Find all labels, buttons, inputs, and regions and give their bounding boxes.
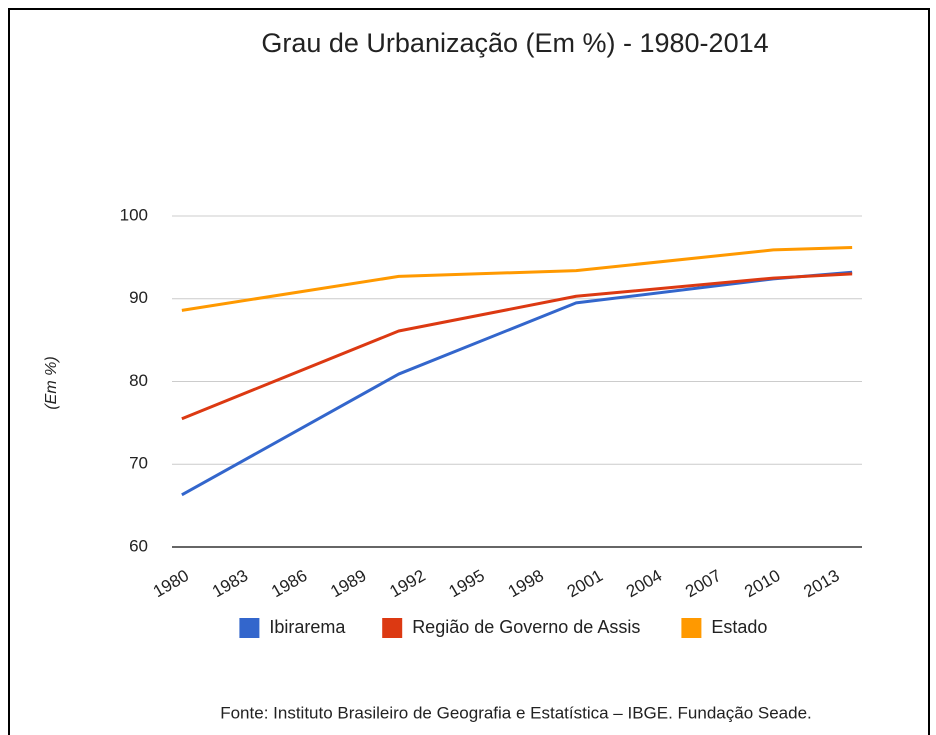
y-tick-label: 100: [120, 205, 148, 224]
frame: [8, 8, 930, 735]
y-tick-label: 70: [129, 454, 148, 473]
legend-label: Ibirarema: [269, 617, 346, 637]
chart-title: Grau de Urbanização (Em %) - 1980-2014: [261, 28, 768, 58]
x-tick-label: 1986: [268, 566, 310, 601]
x-tick-label: 1998: [505, 566, 547, 601]
x-tick-label: 1995: [446, 566, 488, 601]
y-tick-label: 60: [129, 536, 148, 555]
x-tick-label: 2010: [741, 566, 783, 601]
x-tick-label: 1983: [209, 566, 251, 601]
legend-label: Região de Governo de Assis: [412, 617, 640, 637]
series-line: [181, 272, 853, 421]
x-tick-label: 2007: [682, 566, 724, 601]
y-axis-label: (Em %): [43, 356, 60, 409]
x-tick-label: 1992: [386, 566, 428, 601]
x-tick-label: 2001: [564, 566, 606, 601]
legend-label: Estado: [711, 617, 767, 637]
x-tick-label: 2004: [623, 566, 665, 601]
y-tick-label: 90: [129, 288, 148, 307]
legend-swatch: [382, 618, 403, 638]
x-tick-label: 1989: [327, 566, 369, 601]
x-tick-label: 2013: [800, 566, 842, 601]
series-line: [181, 270, 853, 497]
x-tick-label: 1980: [150, 566, 192, 601]
legend-swatch: [681, 618, 702, 638]
series-line: [181, 245, 853, 312]
legend-swatch: [239, 618, 260, 638]
y-tick-label: 80: [129, 371, 148, 390]
source-note: Fonte: Instituto Brasileiro de Geografia…: [220, 703, 812, 722]
